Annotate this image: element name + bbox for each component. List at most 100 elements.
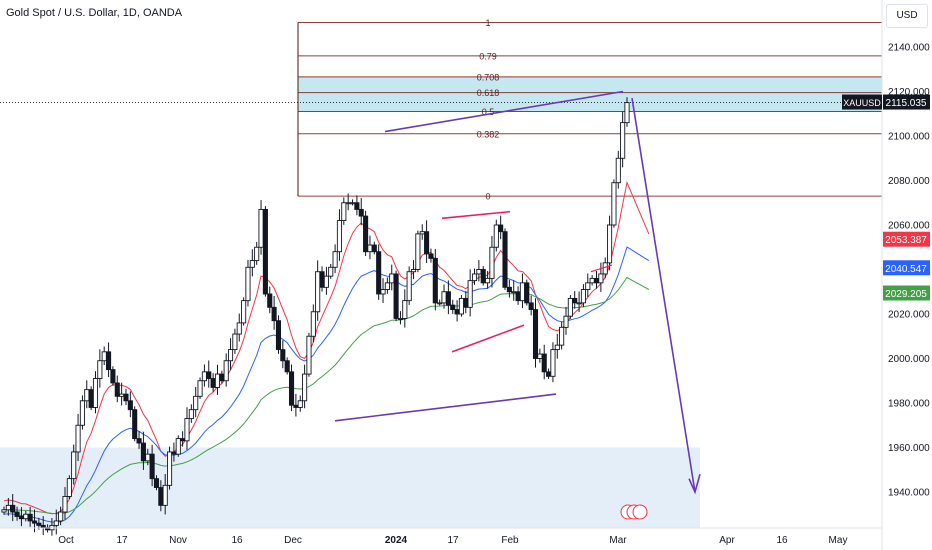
candle [53, 509, 59, 535]
candle-body [36, 522, 42, 526]
candle-body [580, 289, 586, 304]
candlesticks[interactable] [1, 97, 630, 536]
candle [319, 266, 325, 292]
price-badge-value: 2029.205 [885, 289, 927, 300]
candle [406, 266, 412, 305]
candle [389, 264, 395, 291]
candle [284, 357, 290, 375]
candle [106, 342, 112, 378]
candle-body [214, 373, 221, 388]
candle [280, 340, 286, 369]
candle [27, 506, 33, 527]
candle [232, 328, 238, 354]
x-tick-label: Apr [719, 535, 735, 546]
fib-level-label: 1 [485, 18, 490, 28]
candle-body [402, 300, 408, 319]
candle-body [384, 282, 390, 290]
candle-body [106, 351, 112, 371]
candle-body [432, 257, 438, 304]
candle-body [249, 260, 255, 268]
candle-body [615, 157, 621, 184]
candle-body [493, 224, 499, 248]
candle-body [393, 273, 399, 319]
candle [576, 291, 582, 312]
candle-body [506, 286, 512, 293]
candle-body [149, 453, 155, 480]
candle [58, 506, 64, 526]
x-tick-label: Dec [284, 535, 302, 546]
candle-body [371, 244, 377, 253]
candle [524, 279, 530, 306]
candle-body [97, 360, 103, 379]
candle [71, 444, 77, 485]
candle [376, 244, 382, 300]
candle-body [127, 400, 133, 411]
candle-body [275, 320, 282, 351]
x-tick-label: 17 [116, 535, 128, 546]
candle-body [241, 300, 247, 324]
candle [424, 220, 430, 264]
candle [615, 150, 621, 189]
symbol-badge [842, 94, 882, 110]
fib-level-label: 0.708 [477, 72, 500, 82]
channel-bottom [451, 324, 525, 353]
candle-body [380, 289, 386, 295]
candle [310, 304, 316, 343]
candle-body [607, 224, 613, 264]
candle [332, 244, 338, 274]
candle [349, 199, 356, 206]
fibonacci-retracement[interactable]: 1 0.79 0.708 0.618 0.5 0.382 0 [297, 18, 882, 202]
x-tick-label: Nov [169, 535, 187, 546]
candle-body [567, 297, 573, 317]
candle [110, 366, 116, 386]
lower-trendline [334, 393, 557, 422]
candle-body [201, 371, 207, 382]
candle-body [315, 271, 321, 313]
candle [127, 391, 133, 418]
candle-body [537, 353, 543, 359]
candle-body [546, 371, 552, 377]
x-tick-label: May [829, 535, 848, 546]
candle [415, 230, 421, 273]
candle-body [302, 373, 308, 402]
candle [541, 344, 547, 380]
candle [572, 291, 578, 309]
candle-body [184, 418, 190, 442]
currency-button[interactable]: USD [886, 4, 928, 28]
candle-body [428, 253, 434, 259]
candle [493, 219, 499, 252]
candle [10, 494, 16, 522]
candle-body [602, 262, 608, 275]
candle [271, 295, 277, 330]
price-badge [883, 231, 930, 247]
candle-body [389, 273, 395, 284]
candle [328, 263, 334, 279]
candle-body [589, 277, 595, 284]
candle [223, 353, 229, 387]
candle [193, 386, 199, 418]
candle [241, 297, 247, 326]
candle-body [62, 496, 68, 513]
candle [532, 298, 539, 368]
candle-body [27, 513, 33, 522]
candle-body [158, 487, 164, 506]
trend-drawings[interactable] [0, 90, 882, 520]
candle [454, 300, 460, 322]
projection-arrow [631, 98, 696, 493]
candle-body [162, 484, 168, 506]
candle-body [585, 282, 591, 290]
x-tick-label: 2024 [385, 535, 408, 546]
y-tick-label: 1980.000 [888, 399, 930, 410]
candle [140, 431, 146, 470]
candle-body [306, 335, 312, 375]
candle [550, 342, 556, 383]
candle-body [210, 378, 216, 388]
candle-body [223, 360, 229, 382]
y-tick-label: 2000.000 [888, 354, 930, 365]
candle [302, 364, 308, 409]
candle-body [445, 291, 451, 306]
candle [132, 406, 138, 442]
price-badge [883, 260, 930, 276]
candle [480, 266, 486, 286]
